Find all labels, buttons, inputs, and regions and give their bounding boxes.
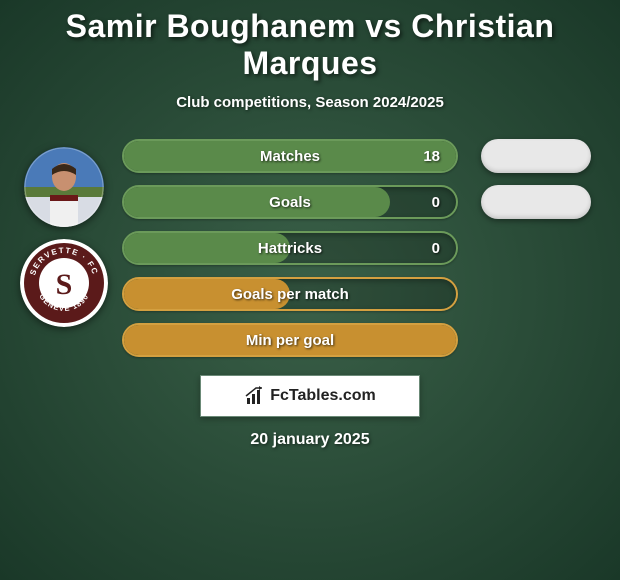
- brand-text: FcTables.com: [270, 387, 376, 405]
- stat-label: Goals per match: [231, 286, 349, 303]
- date-label: 20 january 2025: [0, 431, 620, 449]
- comparison-pill: [481, 139, 591, 173]
- stat-bar: Goals per match: [122, 277, 458, 311]
- stat-value: 0: [432, 194, 440, 211]
- svg-text:S: S: [56, 268, 73, 301]
- stat-bar: Goals 0: [122, 185, 458, 219]
- stat-bar: Min per goal: [122, 323, 458, 357]
- stat-value: 18: [423, 148, 440, 165]
- chart-icon: [244, 386, 266, 406]
- player-avatar: [24, 147, 104, 227]
- page-title: Samir Boughanem vs Christian Marques: [0, 8, 620, 82]
- club-logo-icon: SERVETTE · FC GENÈVE 1890 S: [20, 239, 108, 327]
- stat-bar: Hattricks 0: [122, 231, 458, 265]
- stat-bar: Matches 18: [122, 139, 458, 173]
- subtitle: Club competitions, Season 2024/2025: [0, 94, 620, 111]
- stat-value: 0: [432, 240, 440, 257]
- stat-label: Matches: [260, 148, 320, 165]
- avatars-column: SERVETTE · FC GENÈVE 1890 S: [8, 139, 120, 327]
- stat-bars-column: Matches 18 Goals 0 Hattricks 0 Goals per match…: [120, 139, 460, 357]
- stat-bar-fill: [124, 187, 390, 217]
- brand-badge: FcTables.com: [200, 375, 420, 417]
- stat-label: Min per goal: [246, 332, 334, 349]
- stat-label: Hattricks: [258, 240, 322, 257]
- stat-label: Goals: [269, 194, 311, 211]
- pills-column: [460, 139, 612, 357]
- comparison-pill: [481, 185, 591, 219]
- comparison-body: SERVETTE · FC GENÈVE 1890 S Matches 18 Goa…: [0, 139, 620, 357]
